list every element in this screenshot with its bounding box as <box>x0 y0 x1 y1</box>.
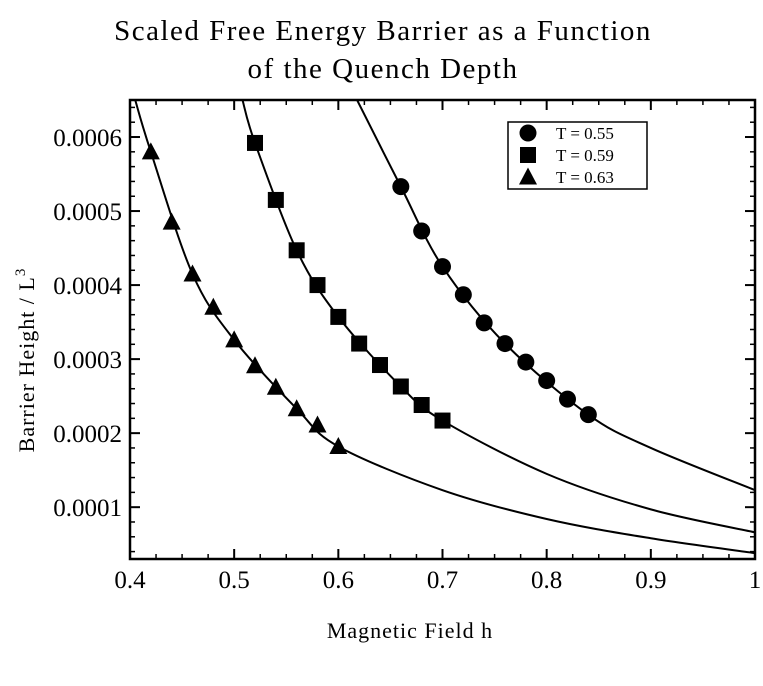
y-axis-title-text: Barrier Height / L <box>14 276 39 452</box>
chart-title-line-2: of the Quench Depth <box>248 53 519 85</box>
x-axis-title: Magnetic Field h <box>327 618 493 643</box>
data-point-square <box>267 191 284 208</box>
y-axis-title-superscript: 3 <box>13 268 29 277</box>
data-point-circle <box>434 258 451 276</box>
data-point-triangle <box>204 297 223 315</box>
data-point-triangle <box>183 264 202 282</box>
y-tick-label: 0.0004 <box>53 273 122 300</box>
legend-label: T = 0.59 <box>556 146 614 165</box>
y-tick-label: 0.0005 <box>53 199 122 226</box>
data-point-triangle <box>162 212 181 230</box>
axes: 0.4 0.5 0.6 0.7 0.8 0.9 1 0.0001 0.0002 0.0003 0.0… <box>53 98 762 594</box>
chart-title-line-1: Scaled Free Energy Barrier as a Function <box>114 15 652 47</box>
y-tick-label: 0.0001 <box>53 495 122 522</box>
data-point-triangle <box>141 142 160 160</box>
data-point-square <box>288 242 305 259</box>
y-tick-label: 0.0002 <box>53 421 122 448</box>
x-tick-label: 0.8 <box>531 567 562 594</box>
legend-label: T = 0.55 <box>556 124 614 143</box>
data-point-triangle <box>266 377 285 395</box>
data-point-circle <box>559 390 576 408</box>
data-point-circle <box>579 406 597 424</box>
data-point-square <box>309 277 326 294</box>
data-point-circle <box>538 372 556 390</box>
data-point-square <box>372 357 388 374</box>
legend: T = 0.55 T = 0.59 T = 0.63 <box>507 121 648 190</box>
x-tick-label: 0.6 <box>323 567 354 594</box>
data-point-triangle <box>308 415 327 433</box>
x-tick-label: 0.9 <box>635 567 666 594</box>
fit-curve-square <box>241 100 755 534</box>
data-point-square <box>330 308 347 325</box>
x-tick-label: 0.5 <box>219 567 250 594</box>
data-point-circle <box>496 335 514 353</box>
data-point-triangle <box>287 399 306 417</box>
plot-area <box>134 100 755 555</box>
data-point-square <box>413 397 430 414</box>
legend-marker-square <box>520 147 536 163</box>
data-point-triangle <box>225 330 244 348</box>
legend-label: T = 0.63 <box>556 168 614 187</box>
legend-marker-circle <box>519 124 537 142</box>
y-tick-label: 0.0006 <box>53 125 122 152</box>
data-point-square <box>351 335 368 352</box>
x-tick-label: 0.7 <box>427 567 458 594</box>
data-point-circle <box>475 314 493 332</box>
y-tick-label: 0.0003 <box>53 347 122 374</box>
fit-curve-triangle <box>134 100 755 555</box>
x-tick-label: 0.4 <box>114 567 146 594</box>
legend-marker-triangle <box>519 167 537 185</box>
data-point-triangle <box>246 356 264 374</box>
data-point-square <box>434 412 451 429</box>
data-point-triangle <box>329 436 348 454</box>
x-tick-label: 1 <box>749 567 762 594</box>
data-point-circle <box>392 178 410 196</box>
data-point-circle <box>413 222 431 240</box>
data-point-square <box>392 378 409 395</box>
y-axis-title: Barrier Height / L3 <box>13 268 39 453</box>
data-point-square <box>247 134 263 151</box>
data-point-circle <box>454 286 472 304</box>
data-point-circle <box>517 353 535 371</box>
